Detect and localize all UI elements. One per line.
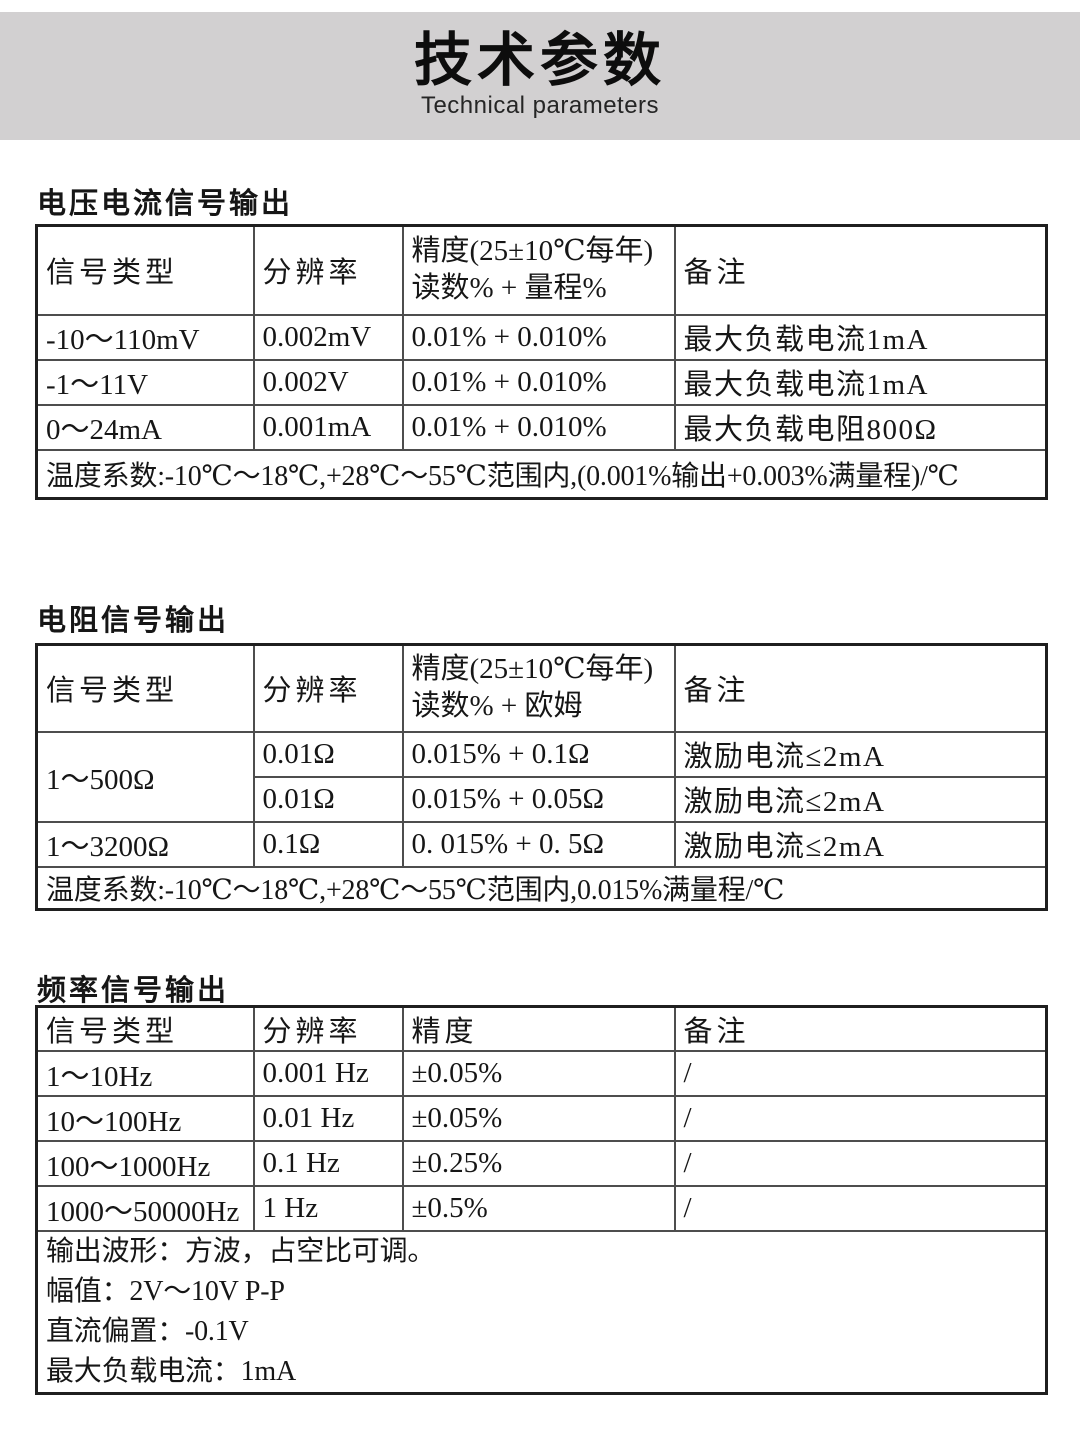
signal-type-cell: 0～24mA <box>35 403 255 451</box>
signal-type-cell: 10～100Hz <box>35 1095 255 1142</box>
section-title-voltage-current: 电压电流信号输出 <box>37 188 294 220</box>
resolution-cell: 0.001 Hz <box>252 1050 404 1097</box>
temperature-coefficient-note: 温度系数:-10℃～18℃,+28℃～55℃范围内,(0.001%输出+0.00… <box>35 448 1048 500</box>
accuracy-header-line2: 读数% + 欧姆 <box>411 690 583 723</box>
signal-type-cell-merged: 1～500Ω <box>35 730 255 823</box>
column-header-signal-type: 信号类型 <box>35 224 255 316</box>
table-row: 0.01Ω 0.015% + 0.05Ω 激励电流≤2mA <box>37 775 1048 823</box>
resolution-cell: 0.01Ω <box>252 775 404 823</box>
accuracy-cell: ±0.05% <box>401 1050 676 1097</box>
resolution-cell: 0.001mA <box>252 403 404 451</box>
table-row: 1～500Ω 0.01Ω 0.015% + 0.1Ω 激励电流≤2mA <box>35 730 1048 823</box>
note-cell: / <box>673 1140 1048 1187</box>
signal-type-cell: -10～110mV <box>35 313 255 361</box>
column-header-resolution: 分辨率 <box>252 224 404 316</box>
note-cell: / <box>673 1185 1048 1232</box>
table-row: 1～10Hz 0.001 Hz ±0.05% / <box>35 1050 1048 1097</box>
output-waveform-note: 输出波形：方波，占空比可调。 <box>46 1236 436 1267</box>
column-header-accuracy: 精度 <box>401 1005 676 1052</box>
table-row: -10～110mV 0.002mV 0.01% + 0.010% 最大负载电流1… <box>35 313 1048 361</box>
column-header-accuracy: 精度(25±10℃每年) 读数% + 欧姆 <box>401 643 676 733</box>
table-header-row: 信号类型 分辨率 精度(25±10℃每年) 读数% + 欧姆 备注 <box>35 643 1048 733</box>
frequency-output-notes: 输出波形：方波，占空比可调。 幅值：2V～10V P-P 直流偏置：-0.1V … <box>35 1230 1048 1395</box>
page-title: 技术参数 <box>413 28 666 93</box>
table-row: 100～1000Hz 0.1 Hz ±0.25% / <box>35 1140 1048 1187</box>
note-cell: 激励电流≤2mA <box>673 820 1048 868</box>
accuracy-header-line2: 读数% + 量程% <box>411 272 607 305</box>
accuracy-cell: ±0.05% <box>401 1095 676 1142</box>
column-header-accuracy: 精度(25±10℃每年) 读数% + 量程% <box>401 224 676 316</box>
signal-type-cell: 1000～50000Hz <box>35 1185 255 1232</box>
table-row: 1000～50000Hz 1 Hz ±0.5% / <box>35 1185 1048 1232</box>
amplitude-note: 幅值：2V～10V P-P <box>46 1276 285 1307</box>
column-header-note: 备注 <box>673 643 1048 733</box>
table-row: 1～3200Ω 0.1Ω 0. 015% + 0. 5Ω 激励电流≤2mA <box>35 820 1048 868</box>
signal-type-cell: -1～11V <box>35 358 255 406</box>
resistance-table: 信号类型 分辨率 精度(25±10℃每年) 读数% + 欧姆 备注 1～500Ω… <box>35 643 1048 911</box>
accuracy-cell: 0.01% + 0.010% <box>401 358 676 406</box>
column-header-note: 备注 <box>673 224 1048 316</box>
resolution-cell: 1 Hz <box>252 1185 404 1232</box>
page-subtitle: Technical parameters <box>420 92 660 119</box>
resolution-cell: 0.002V <box>252 358 404 406</box>
resolution-cell: 0.002mV <box>252 313 404 361</box>
column-header-resolution: 分辨率 <box>252 643 404 733</box>
note-cell: 最大负载电阻800Ω <box>673 403 1048 451</box>
frequency-table: 信号类型 分辨率 精度 备注 1～10Hz 0.001 Hz ±0.05% / … <box>35 1005 1048 1395</box>
resolution-cell: 0.01Ω <box>252 730 404 778</box>
dc-offset-note: 直流偏置：-0.1V <box>46 1316 249 1347</box>
accuracy-cell: 0. 015% + 0. 5Ω <box>401 820 676 868</box>
note-cell: / <box>673 1050 1048 1097</box>
section-title-frequency: 频率信号输出 <box>37 975 230 1007</box>
accuracy-header-line1: 精度(25±10℃每年) <box>411 235 654 268</box>
resolution-cell: 0.1Ω <box>252 820 404 868</box>
signal-type-cell: 1～3200Ω <box>35 820 255 868</box>
column-header-resolution: 分辨率 <box>252 1005 404 1052</box>
accuracy-cell: 0.01% + 0.010% <box>401 403 676 451</box>
column-header-signal-type: 信号类型 <box>35 643 255 733</box>
table-header-row: 信号类型 分辨率 精度 备注 <box>35 1005 1048 1052</box>
table-footer-row: 输出波形：方波，占空比可调。 幅值：2V～10V P-P 直流偏置：-0.1V … <box>35 1230 1048 1395</box>
note-cell: / <box>673 1095 1048 1142</box>
resolution-cell: 0.1 Hz <box>252 1140 404 1187</box>
note-cell: 最大负载电流1mA <box>673 313 1048 361</box>
column-header-note: 备注 <box>673 1005 1048 1052</box>
table-row: 10～100Hz 0.01 Hz ±0.05% / <box>35 1095 1048 1142</box>
max-load-current-note: 最大负载电流：1mA <box>46 1356 297 1387</box>
temperature-coefficient-note: 温度系数:-10℃～18℃,+28℃～55℃范围内,0.015%满量程/℃ <box>35 865 1048 911</box>
header-band: 技术参数 Technical parameters <box>0 12 1080 140</box>
signal-type-cell: 1～10Hz <box>35 1050 255 1097</box>
note-cell: 激励电流≤2mA <box>673 730 1048 778</box>
column-header-signal-type: 信号类型 <box>35 1005 255 1052</box>
accuracy-cell: ±0.5% <box>401 1185 676 1232</box>
accuracy-cell: 0.01% + 0.010% <box>401 313 676 361</box>
accuracy-cell: 0.015% + 0.1Ω <box>401 730 676 778</box>
table-header-row: 信号类型 分辨率 精度(25±10℃每年) 读数% + 量程% 备注 <box>35 224 1048 316</box>
accuracy-cell: 0.015% + 0.05Ω <box>401 775 676 823</box>
accuracy-header-line1: 精度(25±10℃每年) <box>411 653 654 686</box>
section-title-resistance: 电阻信号输出 <box>37 605 230 637</box>
table-footer-row: 温度系数:-10℃～18℃,+28℃～55℃范围内,0.015%满量程/℃ <box>35 865 1048 911</box>
table-footer-row: 温度系数:-10℃～18℃,+28℃～55℃范围内,(0.001%输出+0.00… <box>35 448 1048 500</box>
table-row: -1～11V 0.002V 0.01% + 0.010% 最大负载电流1mA <box>35 358 1048 406</box>
accuracy-cell: ±0.25% <box>401 1140 676 1187</box>
signal-type-cell: 100～1000Hz <box>35 1140 255 1187</box>
note-cell: 激励电流≤2mA <box>673 775 1048 823</box>
table-row: 0～24mA 0.001mA 0.01% + 0.010% 最大负载电阻800Ω <box>35 403 1048 451</box>
resolution-cell: 0.01 Hz <box>252 1095 404 1142</box>
voltage-current-table: 信号类型 分辨率 精度(25±10℃每年) 读数% + 量程% 备注 -10～1… <box>35 224 1048 500</box>
note-cell: 最大负载电流1mA <box>673 358 1048 406</box>
